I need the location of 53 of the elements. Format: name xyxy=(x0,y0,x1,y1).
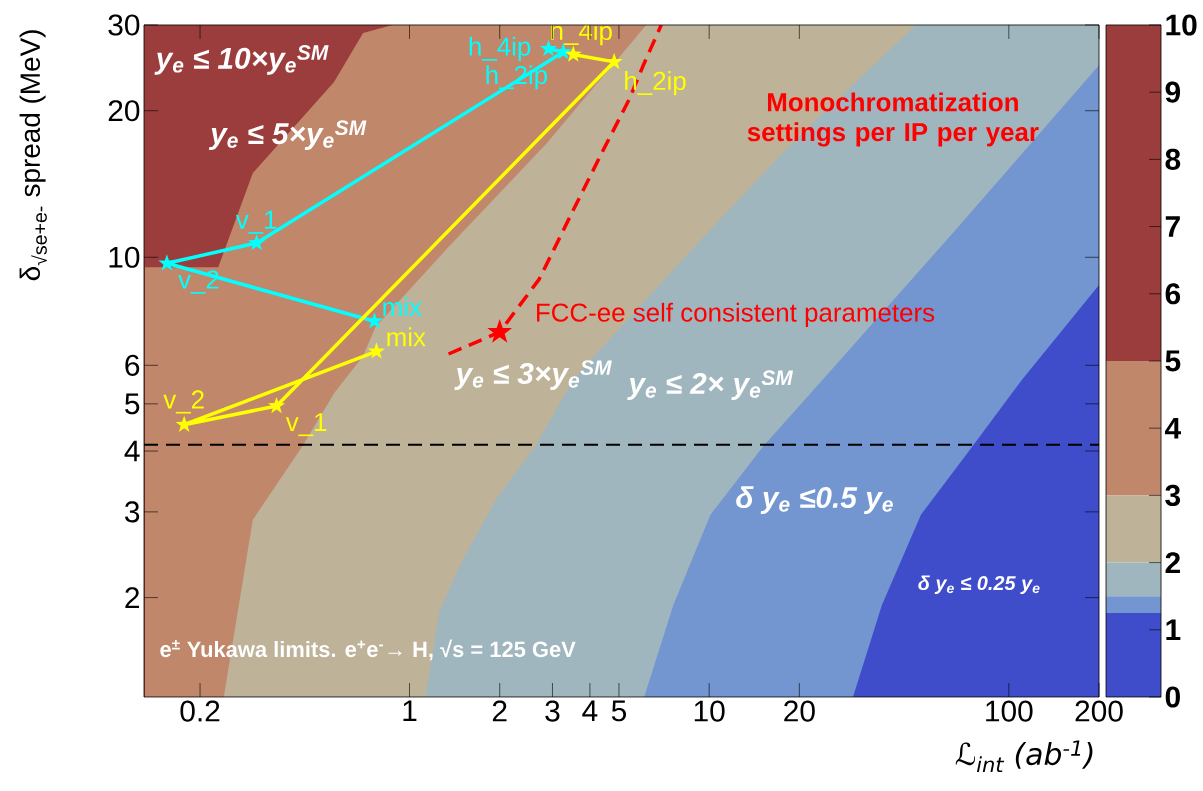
bar xyxy=(1106,495,1162,563)
y-tick-label: 8 xyxy=(1165,148,1181,170)
annotation: v_1 xyxy=(235,210,277,234)
annotation: v_1 xyxy=(285,413,327,437)
y-tick-label: 5 xyxy=(1165,350,1181,372)
bar xyxy=(1106,596,1162,613)
y-tick-label: 2 xyxy=(125,587,139,609)
annotation: h_4ip xyxy=(469,36,531,61)
x-tick-label: 5 xyxy=(611,700,627,722)
bar xyxy=(1106,360,1162,496)
y-tick-label: 6 xyxy=(125,354,140,376)
annotation: δ y$_{e}$ ≤ 0.25 y$_{e}$ xyxy=(918,575,1040,595)
y-tick-label: 2 xyxy=(1165,552,1180,574)
y-tick-label: 5 xyxy=(125,393,140,415)
bar xyxy=(1106,562,1162,597)
y-tick-label: 9 xyxy=(1165,81,1181,103)
x-axis-title: ℒ$_{int}$ (ab$^{-1}$) xyxy=(955,740,1093,773)
x-tick-label: 10 xyxy=(694,700,725,722)
x-tick-label: 3 xyxy=(545,700,560,722)
y-tick-label: 6 xyxy=(1165,283,1181,305)
y-tick-label: 30 xyxy=(108,14,140,36)
x-tick-label: 2 xyxy=(492,700,507,722)
annotation: Monochromatization settings per IP per year xyxy=(747,92,1039,147)
annotation: y$_{e}$ ≤ 2× y$_{e}$SM xyxy=(627,370,794,401)
y-tick-label: 3 xyxy=(125,501,140,523)
annotation: y$_{e}$ ≤ 10×y$_{e}$SM xyxy=(154,45,329,75)
y-tick-label: 4 xyxy=(1164,417,1181,439)
bar xyxy=(1106,612,1162,697)
x-tick-label: 0.2 xyxy=(180,700,220,722)
y-tick-label: 7 xyxy=(1165,216,1180,237)
x-tick-label: 4 xyxy=(582,700,598,722)
y-tick-label: 10 xyxy=(1166,14,1197,36)
y-tick-label: 0 xyxy=(1165,686,1180,708)
annotation: e$^{±}$ Yukawa limits. e$^{+}$e$^{-}$→ H, √s = 125 GeV xyxy=(160,639,576,661)
y-tick-label: 10 xyxy=(109,246,140,268)
annotation: v_2 xyxy=(178,270,219,294)
x-tick-label: 200 xyxy=(1075,700,1123,722)
y-axis-title: δ$_{√se+e-}$ spread (MeV) xyxy=(19,30,47,281)
annotation: mix xyxy=(383,297,422,317)
y-tick-label: 1 xyxy=(1166,619,1181,641)
annotation: FCC-ee self consistent parameters xyxy=(537,302,935,327)
y-tick-label: 3 xyxy=(1165,484,1181,506)
bar xyxy=(1106,24,1162,361)
annotation: y$_{e}$ ≤ 3×y$_{e}$SM xyxy=(454,360,612,390)
annotation: δ y$_{e}$ ≤0.5 y$_{e}$ xyxy=(736,486,893,515)
annotation: y$_{e}$ ≤ 5×y$_{e}$SM xyxy=(208,120,367,151)
x-tick-label: 100 xyxy=(986,700,1033,722)
x-tick-label: 20 xyxy=(784,700,815,722)
annotation: mix xyxy=(387,327,426,347)
y-tick-label: 20 xyxy=(108,100,140,122)
annotation: v_2 xyxy=(163,390,204,414)
x-tick-label: 1 xyxy=(403,700,417,722)
y-tick-label: 4 xyxy=(124,440,140,462)
